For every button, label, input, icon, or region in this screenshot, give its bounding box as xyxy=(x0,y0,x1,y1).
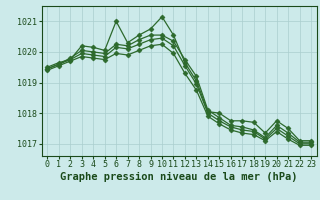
X-axis label: Graphe pression niveau de la mer (hPa): Graphe pression niveau de la mer (hPa) xyxy=(60,172,298,182)
